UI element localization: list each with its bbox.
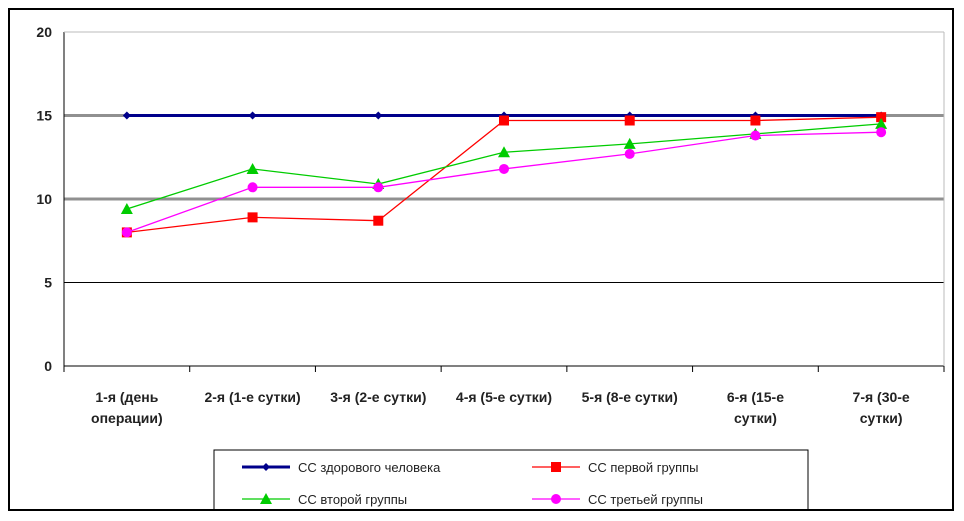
legend-entry: СС третьей группы xyxy=(532,492,703,507)
legend-label: СС здорового человека xyxy=(298,460,441,475)
y-tick-label: 20 xyxy=(36,24,52,40)
legend-entry: СС первой группы xyxy=(532,460,699,475)
data-point xyxy=(262,463,270,471)
data-point xyxy=(373,182,384,193)
x-category-label: 3-я (2-е сутки) xyxy=(330,389,426,405)
data-point xyxy=(551,462,561,472)
data-point xyxy=(875,117,888,129)
data-point xyxy=(248,111,257,120)
data-point xyxy=(374,111,383,120)
data-point xyxy=(551,494,561,504)
y-axis-ticks: 0 5 10 15 20 xyxy=(36,24,52,374)
x-category-label: 4-я (5-е сутки) xyxy=(456,389,552,405)
legend-label: СС второй группы xyxy=(298,492,407,507)
legend-entry: СС второй группы xyxy=(242,492,407,507)
data-point xyxy=(247,182,258,193)
legend-box xyxy=(213,449,809,513)
data-point xyxy=(499,163,509,174)
series-4 xyxy=(121,127,887,238)
x-axis-categories: 1-я (день операции) 2-я (1-е сутки) 3-я (2-… xyxy=(91,389,910,426)
data-point xyxy=(122,111,131,120)
axes xyxy=(63,31,945,372)
line-chart: 0 5 10 15 20 1-я (день операции) 2-я (1-е сутк… xyxy=(36,24,945,513)
data-point xyxy=(373,215,384,226)
grid-lines xyxy=(64,31,944,283)
data-point xyxy=(121,227,132,238)
data-point xyxy=(623,137,636,149)
data-point xyxy=(624,148,635,159)
chart-frame: 0 5 10 15 20 1-я (день операции) 2-я (1-е сутк… xyxy=(8,8,954,513)
y-tick-label: 15 xyxy=(36,108,52,124)
series-group xyxy=(120,111,888,238)
y-tick-label: 10 xyxy=(36,191,52,207)
data-point xyxy=(247,212,258,223)
data-point xyxy=(750,130,761,141)
data-point xyxy=(498,146,510,158)
y-tick-label: 0 xyxy=(44,358,52,374)
x-category-label: 6-я (15-е сутки) xyxy=(727,389,784,426)
x-category-label: 7-я (30-е сутки) xyxy=(853,389,910,426)
data-point xyxy=(876,127,887,138)
data-point xyxy=(876,112,887,123)
data-point xyxy=(260,493,272,504)
data-point xyxy=(750,115,761,126)
data-point xyxy=(246,162,259,174)
series-2 xyxy=(121,112,887,238)
legend-label: СС первой группы xyxy=(588,460,699,475)
legend: СС здорового человека СС первой группы СС … xyxy=(213,449,809,513)
x-category-label: 2-я (1-е сутки) xyxy=(204,389,300,405)
data-point xyxy=(499,115,509,126)
x-category-label: 5-я (8-е сутки) xyxy=(582,389,678,405)
data-point xyxy=(120,203,133,215)
x-category-label: 1-я (день операции) xyxy=(91,389,163,426)
y-tick-label: 5 xyxy=(44,275,52,291)
series-line xyxy=(126,116,882,234)
data-point xyxy=(624,115,635,126)
legend-entry: СС здорового человека xyxy=(242,460,441,475)
legend-label: СС третьей группы xyxy=(588,492,703,507)
